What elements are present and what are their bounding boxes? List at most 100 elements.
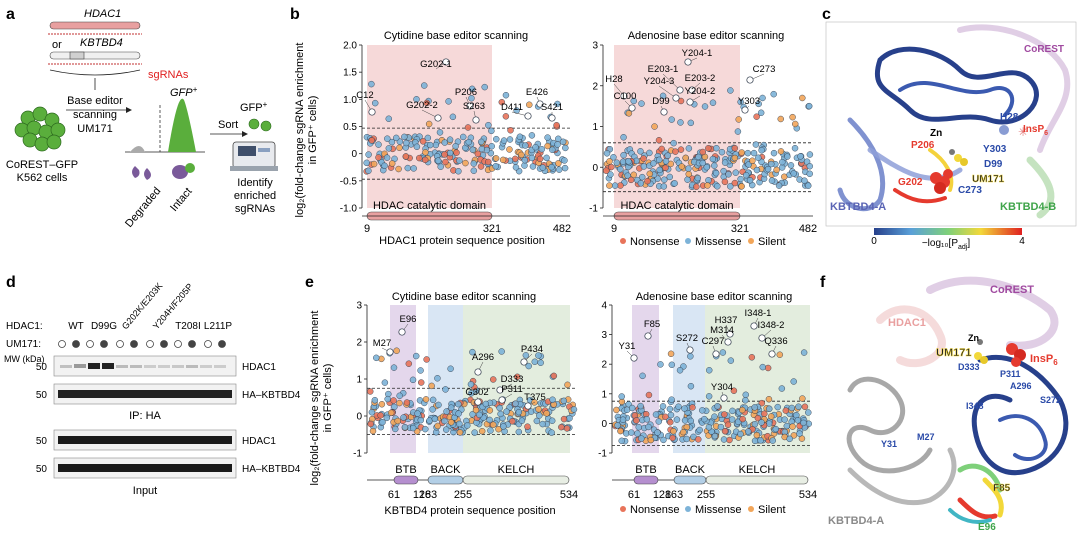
band-ip-hdac1: HDAC1 <box>242 362 276 373</box>
scatter-point <box>478 138 485 146</box>
scatter-point <box>560 415 568 423</box>
scatter-point <box>721 411 728 418</box>
scatter-point <box>805 102 813 110</box>
scatter-point <box>424 134 432 142</box>
scatter-point <box>705 424 713 431</box>
scatter-point <box>566 414 573 422</box>
blot-input-hdac1 <box>53 429 237 451</box>
scatter-point <box>673 416 681 423</box>
scatter-point <box>514 373 521 381</box>
scatter-point <box>560 397 568 405</box>
scatter-point <box>685 145 693 152</box>
hdac1-gene-bar <box>49 21 141 30</box>
scatter-point <box>502 91 510 99</box>
mw-4: 50 <box>36 464 48 475</box>
scatter-point <box>799 94 806 102</box>
panel-c: ✳ CoREST H28 InsP6 Zn P206 Y303 D99 G202… <box>825 21 1077 251</box>
scatter-point <box>441 139 448 146</box>
scatter-point <box>705 176 712 184</box>
scatter-point <box>758 399 766 407</box>
label-insp6: InsP6 <box>1023 124 1048 137</box>
scale-label: −log₁₀[Padj] <box>922 238 971 251</box>
label-um171: UM171 <box>972 174 1005 185</box>
scatter-point <box>437 163 444 170</box>
scatter-point <box>431 415 439 423</box>
f-label-hdac1: HDAC1 <box>888 317 926 329</box>
scatter-point <box>638 100 645 107</box>
scatter-point <box>777 115 785 123</box>
scatter-point <box>721 159 729 166</box>
scatter-point <box>694 174 702 182</box>
scatter-point <box>652 411 660 418</box>
scatter-point <box>655 418 663 425</box>
y-tick-label: 1.5 <box>343 68 357 79</box>
scatter-point <box>779 158 786 166</box>
domain-label: KELCH <box>739 464 776 476</box>
um171-dot <box>218 340 226 348</box>
zn-atom <box>949 149 955 155</box>
annotation-label: Y303 <box>738 96 760 107</box>
scatter-point <box>392 425 399 433</box>
sorted-cell-icon-1 <box>248 118 260 130</box>
scatter-point <box>664 152 671 159</box>
scatter-point <box>781 416 788 423</box>
sgrnas-label: sgRNAs <box>148 69 189 81</box>
panel-b: log₂(fold-change sgRNA enrichment in GFP… <box>294 30 817 248</box>
scatter-point <box>687 382 695 390</box>
scatter-point <box>732 169 740 176</box>
scatter-point <box>805 409 812 416</box>
annotated-point <box>724 338 732 346</box>
scatter-point <box>481 83 488 91</box>
scatter-point <box>724 421 732 429</box>
um171-dot <box>188 340 196 348</box>
scatter-point <box>548 163 555 171</box>
scatter-point <box>422 149 429 156</box>
scatter-point <box>656 166 663 174</box>
scatter-point <box>719 349 727 356</box>
scatter-point <box>755 100 762 108</box>
scatter-point <box>617 165 624 173</box>
y-tick-label: 2 <box>356 338 362 349</box>
label-g202: G202 <box>898 177 923 188</box>
f-label-m27: M27 <box>917 432 935 442</box>
scatter-point <box>469 348 476 356</box>
label-c273: C273 <box>958 185 982 196</box>
scatter-point <box>659 92 667 100</box>
scatter-point <box>753 166 761 174</box>
y-tick-label: 3 <box>592 41 598 52</box>
scatter-point <box>701 103 709 110</box>
um171-dot <box>174 340 182 348</box>
scatter-point <box>423 99 431 107</box>
scatter-point <box>385 145 393 152</box>
annotated-point <box>368 108 376 116</box>
annotated-point <box>672 94 680 102</box>
annotation-label: T375 <box>524 392 546 403</box>
y-tick-label: 3 <box>601 330 607 341</box>
scatter-point <box>703 163 710 171</box>
scatter-point <box>730 387 738 394</box>
sort-arrowhead <box>242 131 248 137</box>
f-label-insp6: InsP6 <box>1030 353 1058 367</box>
scatter-point <box>687 353 694 360</box>
hdac1-ribbon-2 <box>898 80 1015 117</box>
scatter-point <box>731 179 739 187</box>
scatter-point <box>778 164 786 171</box>
y-tick-label: 2 <box>601 360 607 371</box>
scatter-point <box>739 406 746 414</box>
scatter-point <box>497 410 504 418</box>
y-tick-label: -1 <box>589 204 598 215</box>
scatter-point <box>775 182 783 189</box>
scatter-point <box>654 429 661 436</box>
scatter-point <box>507 126 514 134</box>
scatter-point <box>393 347 400 355</box>
scatter-point <box>670 427 677 435</box>
bracket <box>49 69 141 76</box>
kbtbd4-blue-ribbon <box>971 354 1069 476</box>
cell-cluster-icon <box>14 106 66 152</box>
kbtbd4-b-ribbon <box>1026 156 1055 219</box>
screen-line-1: Base editor <box>67 95 123 107</box>
scatter-point <box>410 165 417 172</box>
blot-ip-ha-kbtbd4 <box>53 383 237 405</box>
annotated-point <box>644 332 652 340</box>
